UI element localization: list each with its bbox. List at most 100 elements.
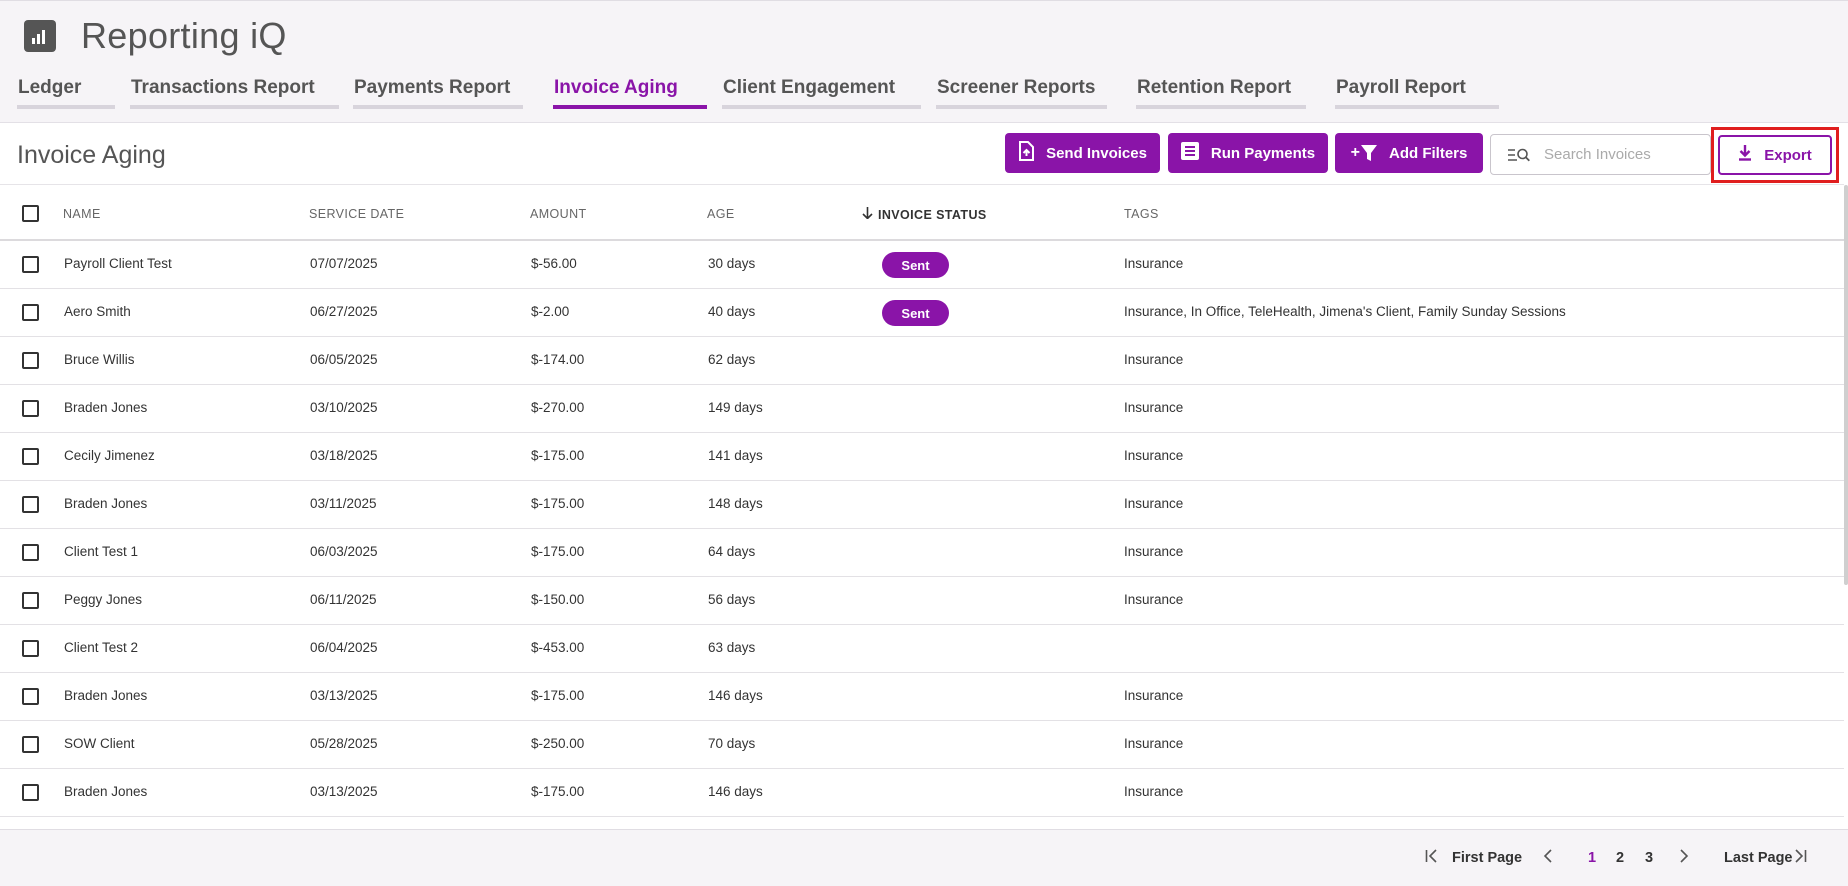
cell-age: 40 days <box>708 304 756 319</box>
cell-tags: Insurance <box>1124 352 1184 367</box>
sort-down-arrow-icon <box>862 207 873 222</box>
table-scrollbar[interactable] <box>1844 185 1848 585</box>
table-row[interactable]: Braden Jones 03/11/2025 $-175.00 148 day… <box>0 481 1844 529</box>
column-header-amount[interactable]: AMOUNT <box>530 207 587 221</box>
table-row[interactable]: Cecily Jimenez 03/18/2025 $-175.00 141 d… <box>0 433 1844 481</box>
column-header-service-date[interactable]: SERVICE DATE <box>309 207 405 221</box>
row-checkbox[interactable] <box>22 496 39 513</box>
column-header-name[interactable]: NAME <box>63 207 101 221</box>
table-row[interactable]: Braden Jones 03/10/2025 $-270.00 149 day… <box>0 385 1844 433</box>
row-checkbox[interactable] <box>22 544 39 561</box>
row-checkbox[interactable] <box>22 352 39 369</box>
cell-name: Peggy Jones <box>64 592 143 607</box>
page-3-button[interactable]: 3 <box>1645 850 1654 866</box>
pagination-bar: First Page 1 2 3 Last Page <box>0 829 1848 886</box>
row-checkbox[interactable] <box>22 304 39 321</box>
cell-tags: Insurance <box>1124 496 1184 511</box>
first-page-icon[interactable] <box>1425 848 1439 869</box>
first-page-button[interactable]: First Page <box>1452 850 1523 866</box>
cell-service-date: 05/28/2025 <box>310 736 378 751</box>
column-header-invoice-status[interactable]: INVOICE STATUS <box>862 207 987 222</box>
cell-name: Cecily Jimenez <box>64 448 155 463</box>
table-row[interactable]: Bruce Willis 06/05/2025 $-174.00 62 days… <box>0 337 1844 385</box>
row-checkbox[interactable] <box>22 256 39 273</box>
previous-page-icon[interactable] <box>1543 848 1553 869</box>
cell-tags: Insurance <box>1124 256 1184 271</box>
table-row[interactable]: Aero Smith 06/27/2025 $-2.00 40 days Sen… <box>0 289 1844 337</box>
tab-label: Screener Reports <box>937 77 1096 98</box>
page-1-button[interactable]: 1 <box>1588 850 1597 866</box>
row-checkbox[interactable] <box>22 592 39 609</box>
cell-service-date: 03/11/2025 <box>310 496 377 511</box>
table-row[interactable]: Braden Jones 03/13/2025 $-175.00 146 day… <box>0 673 1844 721</box>
cell-tags: Insurance <box>1124 400 1184 415</box>
tab-transactions-report[interactable]: Transactions Report <box>130 77 339 109</box>
column-header-age[interactable]: AGE <box>707 207 735 221</box>
search-input[interactable] <box>1544 146 1704 163</box>
cell-tags: Insurance, In Office, TeleHealth, Jimena… <box>1124 304 1566 319</box>
cell-age: 64 days <box>708 544 756 559</box>
last-page-button[interactable]: Last Page <box>1724 850 1793 866</box>
cell-age: 149 days <box>708 400 763 415</box>
cell-service-date: 07/07/2025 <box>310 256 378 271</box>
cell-name: Aero Smith <box>64 304 131 319</box>
row-checkbox[interactable] <box>22 640 39 657</box>
cell-amount: $-175.00 <box>531 448 585 463</box>
tab-label: Transactions Report <box>131 77 315 98</box>
invoice-aging-panel: Invoice Aging Send Invoices Run Payments… <box>0 122 1848 829</box>
next-page-icon[interactable] <box>1679 848 1689 869</box>
cell-amount: $-453.00 <box>531 640 585 655</box>
cell-amount: $-2.00 <box>531 304 570 319</box>
row-checkbox[interactable] <box>22 784 39 801</box>
select-all-checkbox[interactable] <box>22 205 39 222</box>
cell-amount: $-270.00 <box>531 400 585 415</box>
page-2-button[interactable]: 2 <box>1616 850 1625 866</box>
tab-retention-report[interactable]: Retention Report <box>1136 77 1306 109</box>
last-page-icon[interactable] <box>1793 848 1807 869</box>
table-row[interactable]: Client Test 2 06/04/2025 $-453.00 63 day… <box>0 625 1844 673</box>
cell-name: SOW Client <box>64 736 135 751</box>
column-header-label: INVOICE STATUS <box>878 207 987 222</box>
cell-age: 141 days <box>708 448 763 463</box>
tab-payments-report[interactable]: Payments Report <box>353 77 523 109</box>
row-checkbox[interactable] <box>22 400 39 417</box>
cell-name: Braden Jones <box>64 400 148 415</box>
add-filters-button[interactable]: + Add Filters <box>1335 133 1483 173</box>
cell-name: Braden Jones <box>64 688 148 703</box>
table-row[interactable]: Peggy Jones 06/11/2025 $-150.00 56 days … <box>0 577 1844 625</box>
cell-service-date: 03/13/2025 <box>310 688 378 703</box>
cell-amount: $-150.00 <box>531 592 585 607</box>
cell-name: Client Test 1 <box>64 544 139 559</box>
cell-service-date: 03/18/2025 <box>310 448 378 463</box>
cell-amount: $-175.00 <box>531 688 585 703</box>
tab-client-engagement[interactable]: Client Engagement <box>722 77 921 109</box>
cell-service-date: 03/10/2025 <box>310 400 378 415</box>
search-box <box>1490 134 1711 175</box>
send-invoices-button[interactable]: Send Invoices <box>1005 133 1160 173</box>
tab-screener-reports[interactable]: Screener Reports <box>936 77 1107 109</box>
tab-label: Payments Report <box>354 77 511 98</box>
cell-amount: $-174.00 <box>531 352 585 367</box>
tab-payroll-report[interactable]: Payroll Report <box>1335 77 1499 109</box>
tab-invoice-aging[interactable]: Invoice Aging <box>553 77 707 109</box>
cell-tags: Insurance <box>1124 592 1184 607</box>
table-row[interactable]: Braden Jones 03/13/2025 $-175.00 146 day… <box>0 769 1844 817</box>
run-payments-button[interactable]: Run Payments <box>1168 133 1328 173</box>
cell-amount: $-175.00 <box>531 496 585 511</box>
column-header-tags[interactable]: TAGS <box>1124 207 1159 221</box>
cell-service-date: 06/03/2025 <box>310 544 378 559</box>
cell-age: 30 days <box>708 256 756 271</box>
cell-tags: Insurance <box>1124 784 1184 799</box>
table-row[interactable]: SOW Client 05/28/2025 $-250.00 70 days I… <box>0 721 1844 769</box>
row-checkbox[interactable] <box>22 736 39 753</box>
cell-amount: $-56.00 <box>531 256 577 271</box>
table-row[interactable]: Payroll Client Test 07/07/2025 $-56.00 3… <box>0 241 1844 289</box>
run-payments-label: Run Payments <box>1210 144 1316 162</box>
export-button[interactable]: Export <box>1718 135 1832 175</box>
export-label: Export <box>1764 146 1812 164</box>
row-checkbox[interactable] <box>22 448 39 465</box>
table-row[interactable]: Client Test 1 06/03/2025 $-175.00 64 day… <box>0 529 1844 577</box>
tab-ledger[interactable]: Ledger <box>17 77 115 109</box>
row-checkbox[interactable] <box>22 688 39 705</box>
cell-tags: Insurance <box>1124 736 1184 751</box>
